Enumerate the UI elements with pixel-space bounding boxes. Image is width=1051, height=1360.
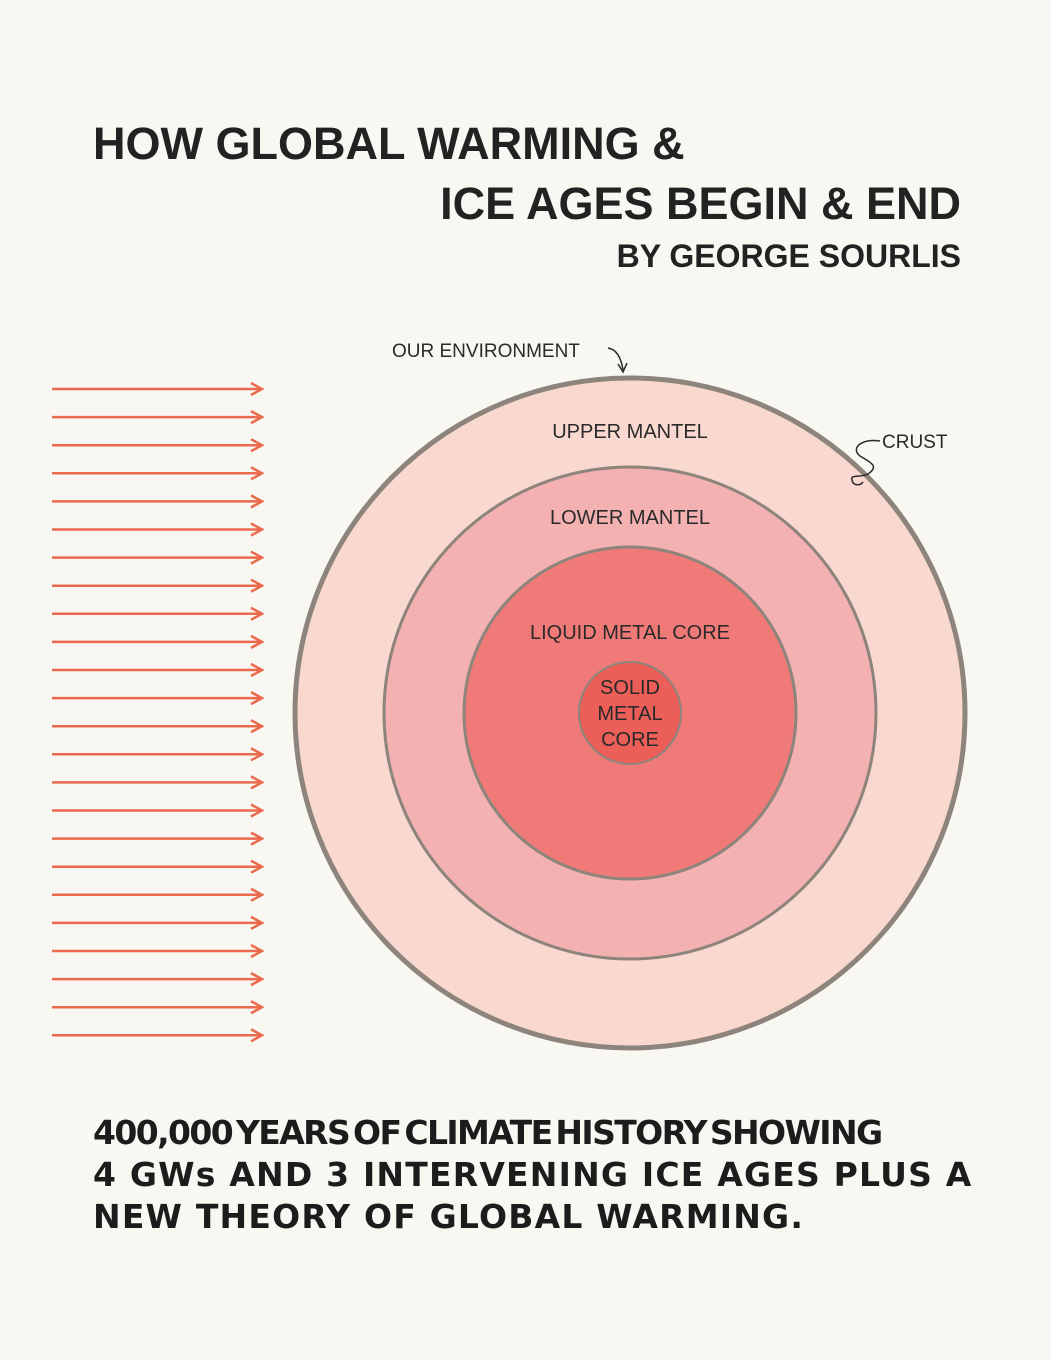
- ray-arrow: [52, 522, 265, 537]
- ray-arrow: [52, 466, 265, 481]
- ray-arrow: [52, 887, 265, 902]
- ray-arrow: [52, 803, 265, 818]
- ray-arrow: [52, 550, 265, 565]
- solid-core-label-2: METAL: [597, 703, 662, 725]
- solid-core-label-1: SOLID: [600, 677, 660, 699]
- ray-arrow: [52, 775, 265, 790]
- earth-layers-diagram: UPPER MANTEL LOWER MANTEL LIQUID METAL C…: [52, 341, 968, 1051]
- environment-pointer-arrow: [607, 347, 624, 371]
- ray-arrow: [52, 943, 265, 959]
- author-byline: BY GEORGE SOURLIS: [616, 238, 961, 274]
- ray-arrow: [52, 972, 265, 987]
- ray-arrow: [52, 1028, 265, 1043]
- ray-arrow: [52, 494, 265, 509]
- title-line-2: ICE AGES BEGIN & END: [440, 178, 961, 229]
- tagline-line-3: NEW THEORY OF GLOBAL WARMING.: [93, 1197, 805, 1236]
- ray-arrow: [52, 915, 265, 930]
- tagline-block: 400,000 YEARS OF CLIMATE HISTORY SHOWING…: [93, 1112, 973, 1238]
- ray-arrow: [52, 831, 265, 846]
- ray-arrow: [52, 747, 265, 762]
- ray-arrow: [52, 606, 265, 621]
- crust-label: CRUST: [882, 432, 948, 453]
- ray-arrow: [52, 634, 265, 649]
- ray-arrow: [52, 410, 265, 425]
- ray-arrow: [52, 381, 265, 397]
- ray-arrow: [52, 859, 265, 874]
- solid-core-label-3: CORE: [601, 729, 659, 751]
- ray-arrow: [52, 1000, 265, 1015]
- ray-arrow: [52, 719, 265, 734]
- title-line-1: HOW GLOBAL WARMING &: [93, 118, 685, 169]
- liquid-core-label: LIQUID METAL CORE: [530, 622, 730, 644]
- solid-core-circle: [578, 661, 682, 765]
- lower-mantel-label: LOWER MANTEL: [550, 507, 710, 529]
- sun-rays-arrows: [52, 381, 265, 1043]
- tagline-line-1: 400,000 YEARS OF CLIMATE HISTORY SHOWING: [93, 1113, 883, 1152]
- upper-mantel-label: UPPER MANTEL: [552, 421, 708, 443]
- ray-arrow: [52, 438, 265, 453]
- crust-pointer-squiggle: [851, 439, 881, 486]
- ray-arrow: [52, 662, 265, 678]
- environment-pointer-arrowhead: [617, 362, 628, 374]
- tagline-line-2: 4 GWs AND 3 INTERVENING ICE AGES PLUS A: [93, 1155, 973, 1194]
- ray-arrow: [52, 691, 265, 706]
- ray-arrow: [52, 578, 265, 593]
- environment-label: OUR ENVIRONMENT: [392, 341, 580, 362]
